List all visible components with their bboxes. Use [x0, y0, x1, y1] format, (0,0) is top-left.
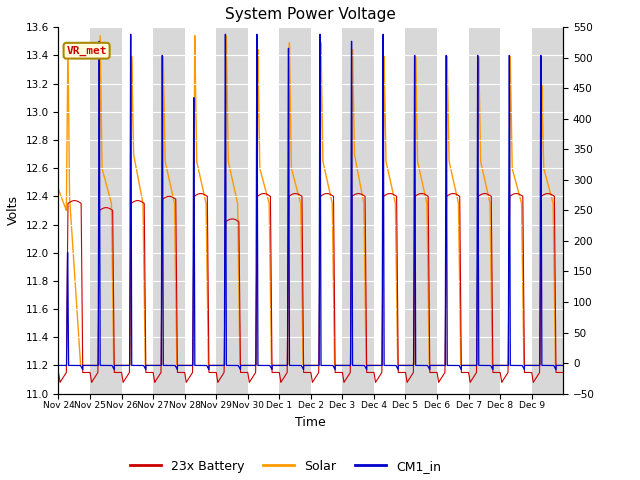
Bar: [216, 27, 248, 394]
Bar: [342, 27, 374, 394]
Bar: [468, 27, 500, 394]
Bar: [90, 27, 122, 394]
Legend: 23x Battery, Solar, CM1_in: 23x Battery, Solar, CM1_in: [125, 455, 447, 478]
X-axis label: Time: Time: [296, 416, 326, 429]
Bar: [153, 27, 185, 394]
Y-axis label: Volts: Volts: [7, 195, 20, 226]
Text: VR_met: VR_met: [67, 46, 107, 56]
Bar: [532, 27, 563, 394]
Bar: [279, 27, 311, 394]
Title: System Power Voltage: System Power Voltage: [225, 7, 396, 22]
Bar: [406, 27, 437, 394]
